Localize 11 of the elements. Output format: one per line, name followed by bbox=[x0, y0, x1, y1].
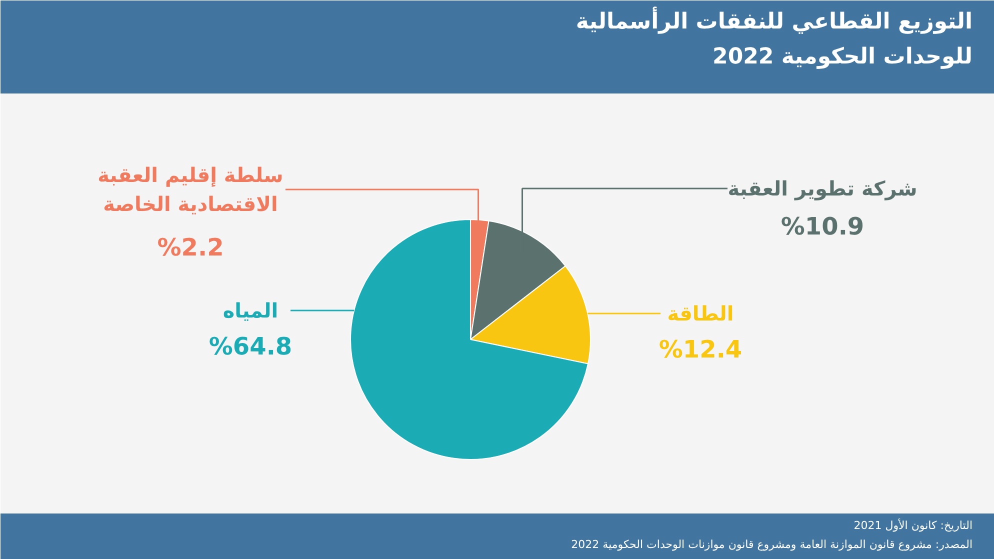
slice-label: المياه bbox=[222, 298, 278, 322]
text: المصدر: مشروع قانون الموازنة العامة ومشروع قانون موازنات الوحدات الحكومية 2022 bbox=[571, 538, 973, 551]
data-label: %10.9 bbox=[780, 212, 864, 240]
data-label: %12.4 bbox=[658, 336, 742, 364]
slice-label: شركة تطوير العقبة bbox=[728, 176, 918, 200]
chart-title: التوزيع القطاعي للنفقات الرأسمالية للوحدات الحكومية 2022 bbox=[576, 6, 973, 70]
data-label: %2.2 bbox=[157, 234, 224, 262]
data-label: %64.8 bbox=[208, 332, 292, 360]
slice-label: الطاقة bbox=[667, 302, 734, 326]
slice-label: سلطة إقليم العقبة الاقتصادية الخاصة bbox=[98, 163, 284, 216]
text: التاريخ: كانون الأول 2021 bbox=[854, 518, 973, 532]
